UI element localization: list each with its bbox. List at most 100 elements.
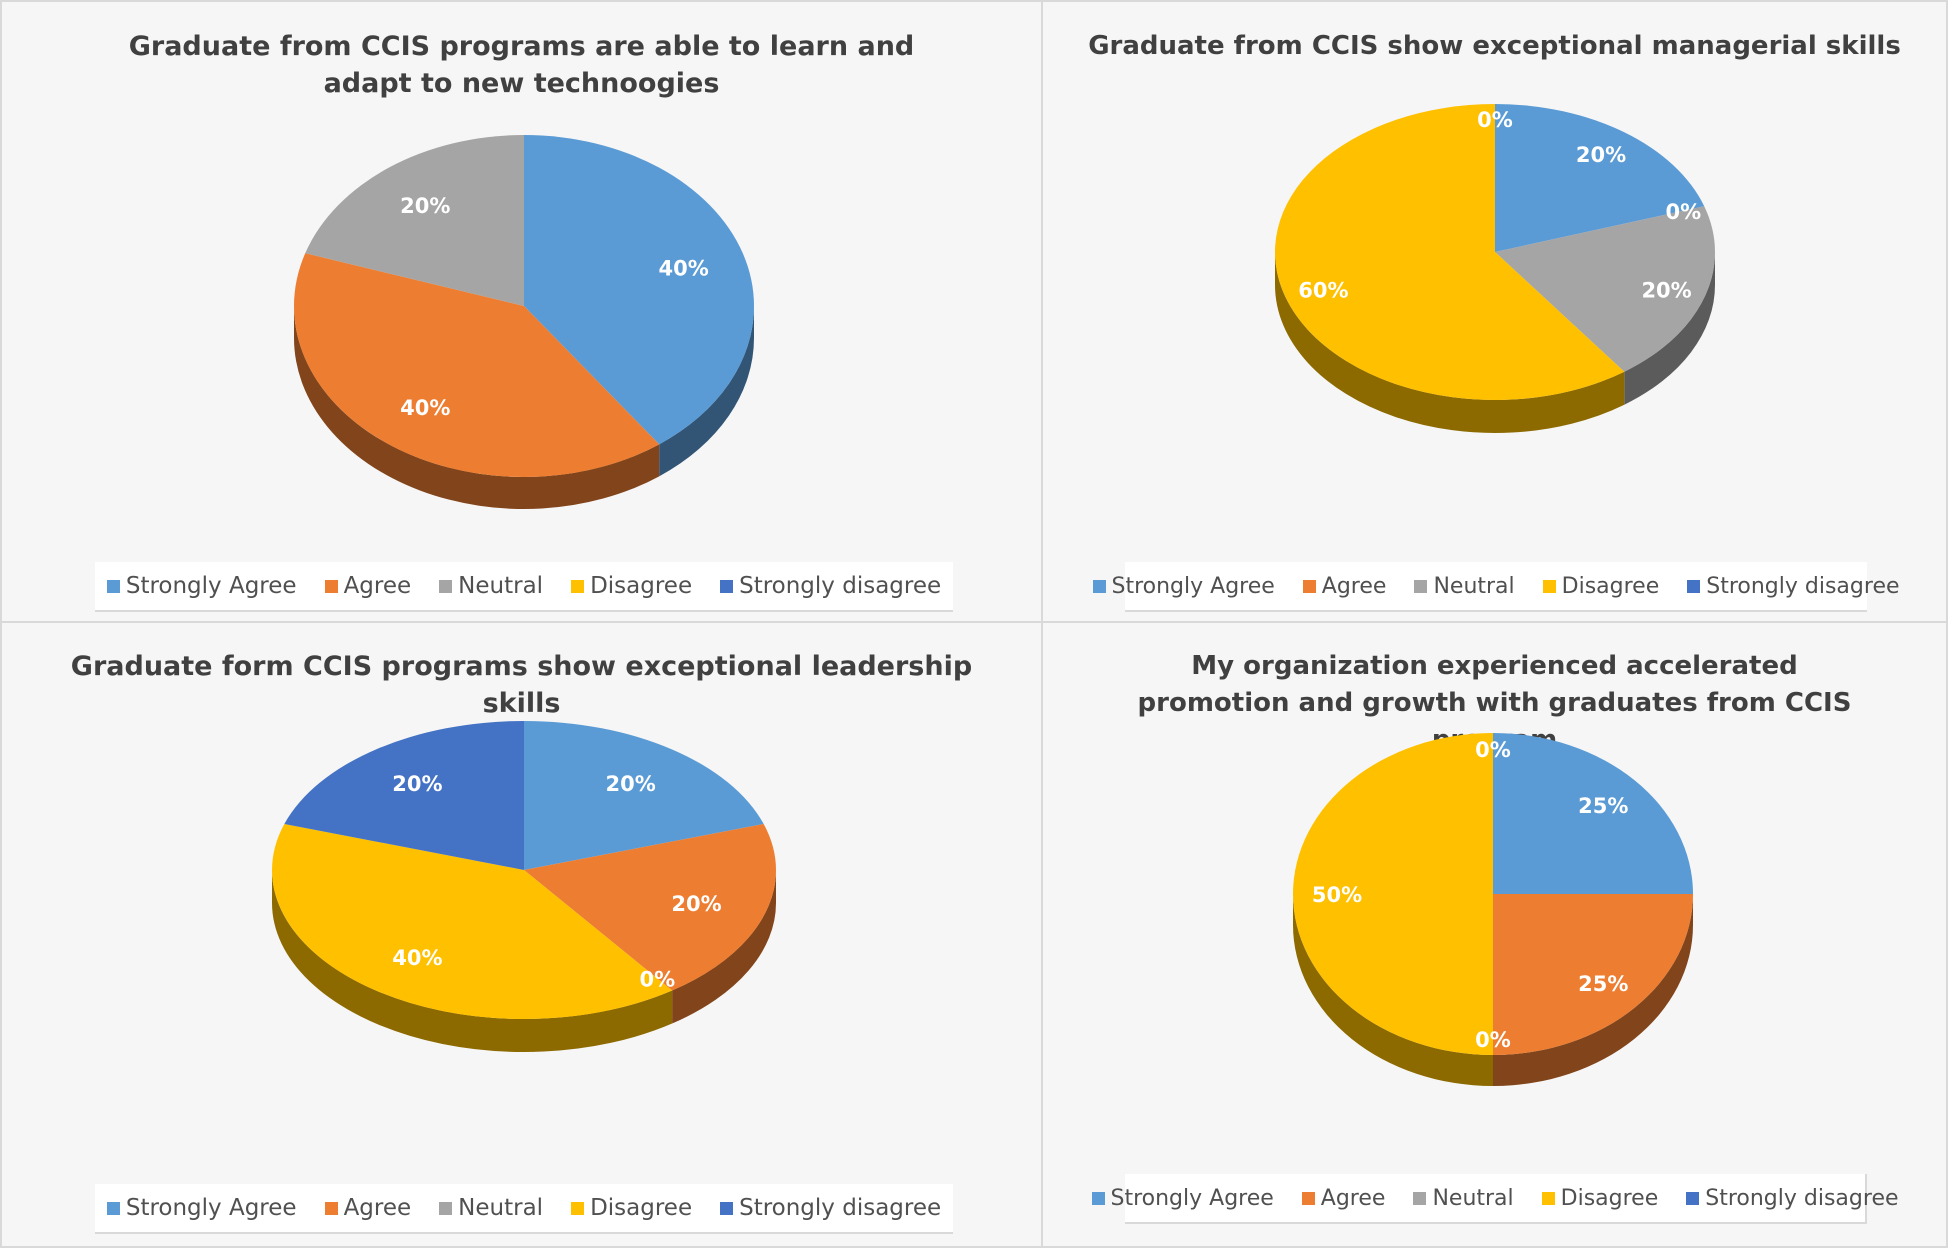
chart-panel-learn-adapt: Graduate from CCIS programs are able to … xyxy=(0,0,1043,623)
pie-slice-agree xyxy=(524,823,777,991)
legend-label: Disagree xyxy=(1561,573,1660,599)
legend-item-neutral: Neutral xyxy=(1414,573,1515,599)
legend-item-disagree: Disagree xyxy=(571,1195,692,1221)
data-label-disagree: 50% xyxy=(1312,883,1362,907)
pie-side-disagree xyxy=(272,870,673,1052)
data-label-strongly-disagree: 0% xyxy=(1475,738,1511,762)
legend-label: Disagree xyxy=(590,573,693,599)
legend-item-agree: Agree xyxy=(324,573,412,599)
pie-slice-agree xyxy=(1493,894,1693,1055)
legend-swatch xyxy=(1686,1191,1700,1205)
pie-side-disagree xyxy=(1275,252,1625,434)
data-label-disagree: 60% xyxy=(1298,279,1348,303)
legend-item-agree: Agree xyxy=(1301,1185,1386,1211)
legend-swatch xyxy=(439,579,453,593)
legend-swatch xyxy=(720,579,734,593)
pie-slice-strongly-agree xyxy=(1493,733,1693,894)
legend-item-strongly-agree: Strongly Agree xyxy=(106,573,297,599)
pie-slice-strongly-agree xyxy=(524,135,754,445)
pie-slice-disagree xyxy=(272,823,673,1019)
legend-swatch xyxy=(1413,1191,1427,1205)
legend-swatch xyxy=(1542,579,1556,593)
pie-slices xyxy=(272,721,777,1019)
legend-label: Neutral xyxy=(458,1195,544,1221)
pie-slice-disagree xyxy=(1293,733,1493,1055)
legend-label: Neutral xyxy=(1433,573,1515,599)
pie-slice-agree xyxy=(293,253,660,478)
legend-label: Agree xyxy=(343,1195,412,1221)
pie-slice-strongly-agree xyxy=(524,721,764,870)
pie-data-labels: 40% 40% 20% xyxy=(400,194,709,420)
data-label-strongly-disagree: 20% xyxy=(392,772,442,796)
legend-label: Neutral xyxy=(458,573,544,599)
legend-swatch xyxy=(106,1201,120,1215)
legend-label: Strongly disagree xyxy=(739,1195,942,1221)
legend-label: Agree xyxy=(1320,1185,1386,1211)
legend-swatch xyxy=(324,1201,338,1215)
data-label-strongly-agree: 40% xyxy=(659,256,709,280)
pie-side-agree xyxy=(294,306,660,510)
data-label-neutral: 20% xyxy=(400,194,450,218)
legend-swatch xyxy=(1301,1191,1315,1205)
legend-label: Strongly disagree xyxy=(1705,1185,1899,1211)
legend-swatch xyxy=(324,579,338,593)
data-label-strongly-agree: 20% xyxy=(606,772,656,796)
pie-data-labels: 25% 25% 0% 50% 0% xyxy=(1312,738,1629,1052)
pie-side-disagree xyxy=(1293,894,1493,1086)
legend-label: Strongly disagree xyxy=(1706,573,1900,599)
legend-swatch xyxy=(571,1201,585,1215)
legend-swatch xyxy=(1092,579,1106,593)
legend-label: Agree xyxy=(343,573,412,599)
pie-chart: 20% 0% 20% 60% 0% xyxy=(1275,104,1715,434)
chart-legend: Strongly Agree Agree Neutral Disagree Strong… xyxy=(1092,562,1900,612)
pie-side-neutral xyxy=(1624,252,1715,405)
chart-panel-managerial: Graduate from CCIS show exceptional mana… xyxy=(1041,0,1948,623)
legend-swatch xyxy=(1302,579,1316,593)
legend-swatch xyxy=(106,579,120,593)
chart-legend: Strongly Agree Agree Neutral Disagree Strong… xyxy=(1091,1174,1899,1224)
legend-item-strongly-disagree: Strongly disagree xyxy=(1687,573,1900,599)
pie-side-agree xyxy=(672,870,777,1024)
legend-label: Strongly Agree xyxy=(125,1195,297,1221)
legend-label: Agree xyxy=(1321,573,1387,599)
legend-swatch xyxy=(1414,579,1428,593)
legend-item-strongly-disagree: Strongly disagree xyxy=(720,573,941,599)
legend-item-neutral: Neutral xyxy=(439,1195,543,1221)
legend-label: Strongly Agree xyxy=(1111,573,1275,599)
legend-label: Strongly Agree xyxy=(1110,1185,1274,1211)
legend-swatch xyxy=(1687,579,1701,593)
legend-label: Strongly disagree xyxy=(739,573,942,599)
chart-legend: Strongly Agree Agree Neutral Disagree Strong… xyxy=(95,1184,953,1234)
data-label-disagree: 40% xyxy=(392,946,442,970)
pie-chart: 20% 20% 0% 40% 20% xyxy=(272,721,777,1052)
pie-slice-strongly-agree xyxy=(1495,104,1705,252)
legend-item-neutral: Neutral xyxy=(439,573,543,599)
legend-label: Strongly Agree xyxy=(125,573,297,599)
data-label-agree: 0% xyxy=(1665,200,1701,224)
data-label-agree: 20% xyxy=(671,892,721,916)
legend-item-neutral: Neutral xyxy=(1413,1186,1514,1211)
chart-panel-promotion: My organization experienced accelerated … xyxy=(1041,621,1948,1248)
legend-item-agree: Agree xyxy=(1302,573,1387,599)
chart-title: Graduate from CCIS show exceptional mana… xyxy=(1088,31,1901,61)
legend-label: Disagree xyxy=(590,1195,693,1221)
data-label-strongly-agree: 20% xyxy=(1576,143,1626,167)
legend-item-agree: Agree xyxy=(324,1195,412,1221)
data-label-neutral: 0% xyxy=(1475,1028,1511,1052)
legend-swatch xyxy=(1541,1191,1555,1205)
pie-slice-neutral xyxy=(1495,206,1715,372)
pie-slice-disagree xyxy=(1275,104,1625,400)
pie-side-strongly-agree xyxy=(659,306,754,477)
pie-slices xyxy=(1293,733,1693,1055)
data-label-strongly-disagree: 0% xyxy=(1477,108,1513,132)
pie-side-walls xyxy=(1293,894,1693,1086)
chart-legend: Strongly Agree Agree Neutral Disagree Strong… xyxy=(95,562,953,612)
legend-item-strongly-agree: Strongly Agree xyxy=(106,1195,297,1221)
legend-item-strongly-disagree: Strongly disagree xyxy=(720,1195,941,1221)
legend-item-disagree: Disagree xyxy=(1541,1186,1658,1211)
chart-panel-leadership: Graduate form CCIS programs show excepti… xyxy=(0,621,1043,1248)
pie-side-agree xyxy=(1493,894,1693,1086)
data-label-agree: 40% xyxy=(400,396,450,420)
pie-side-walls xyxy=(1275,252,1715,434)
